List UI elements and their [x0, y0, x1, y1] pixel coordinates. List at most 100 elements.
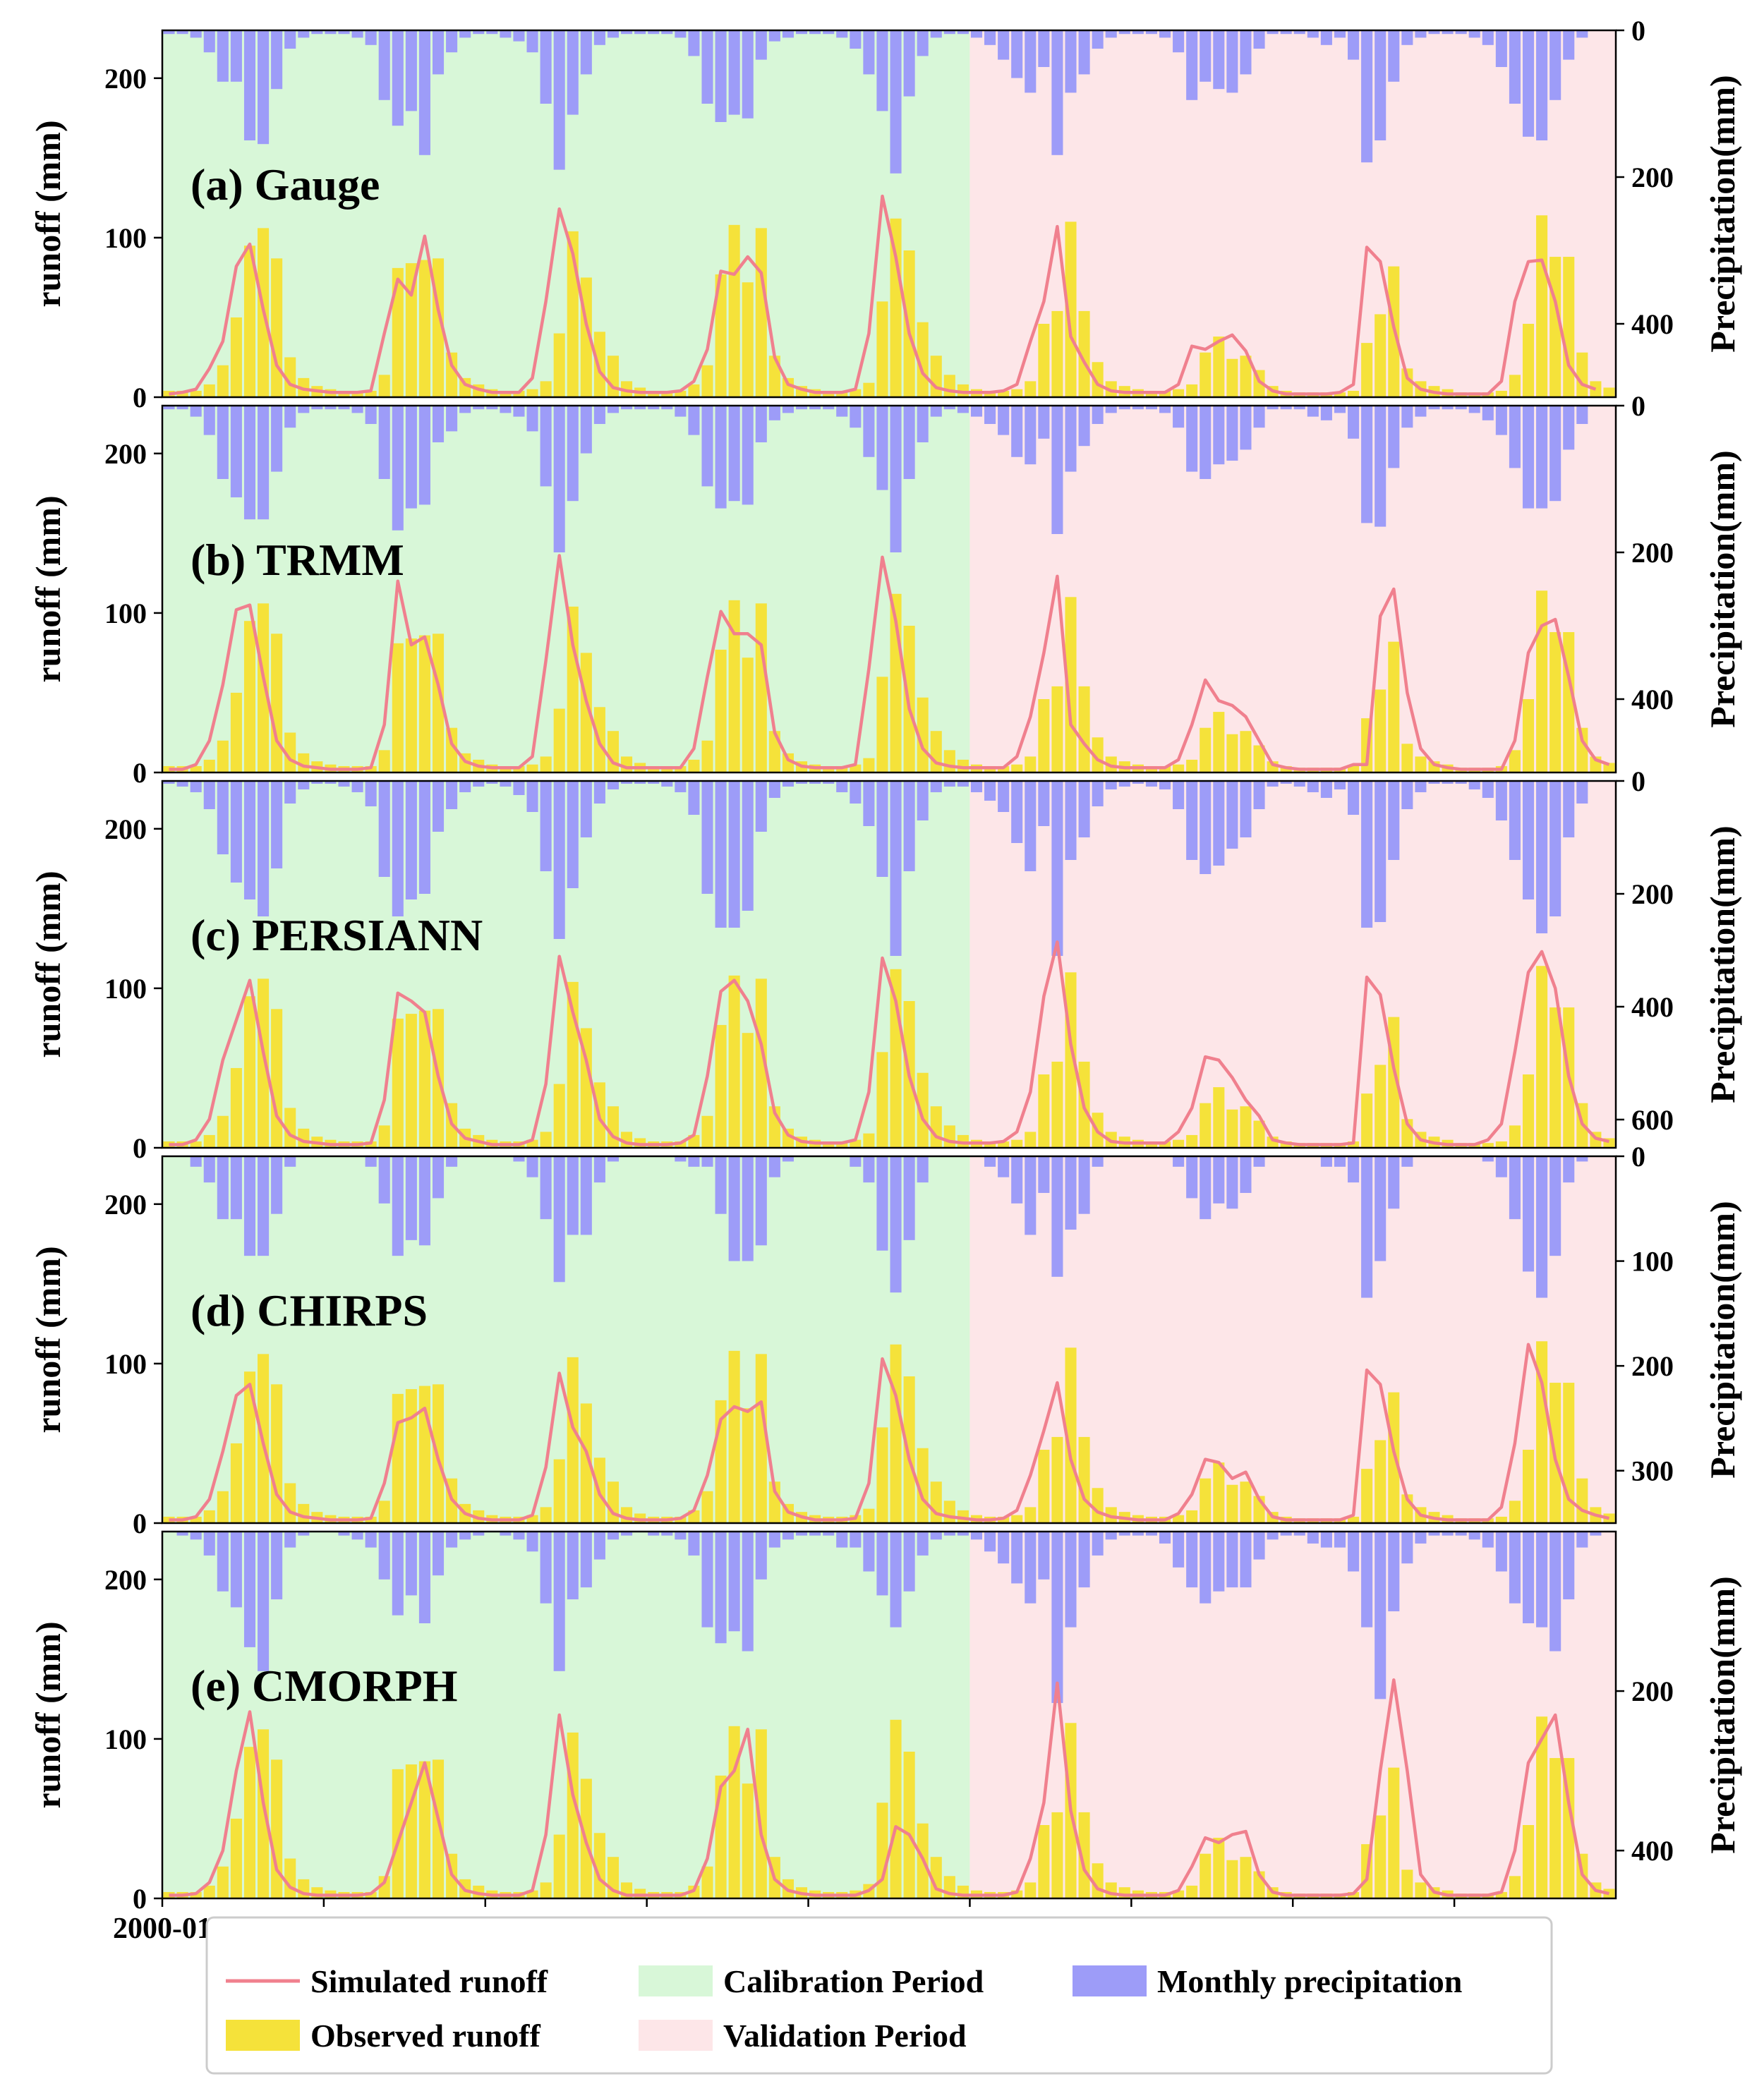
precipitation-bar — [217, 406, 229, 479]
observed-runoff-bar — [1092, 362, 1104, 397]
observed-runoff-bar — [1038, 324, 1050, 397]
precipitation-bar — [890, 1532, 902, 1628]
precipitation-bar — [1200, 781, 1212, 874]
precipitation-bar — [526, 1532, 538, 1552]
precipitation-bar — [1118, 1532, 1130, 1536]
observed-runoff-bar — [943, 1125, 955, 1148]
precipitation-bar — [1132, 406, 1144, 410]
observed-runoff-bar — [526, 1890, 538, 1898]
observed-runoff-bar — [1495, 1141, 1507, 1148]
precipitation-bar — [930, 1532, 942, 1540]
right-tick-label: 200 — [1631, 1675, 1674, 1707]
left-tick-label: 0 — [133, 1132, 147, 1164]
validation-period-background — [969, 406, 1616, 772]
observed-runoff-bar — [984, 1141, 996, 1148]
precipitation-bar — [1200, 1156, 1212, 1220]
observed-runoff-bar — [1173, 1515, 1185, 1523]
observed-runoff-bar — [1011, 764, 1023, 772]
observed-runoff-bar — [190, 1516, 202, 1523]
precipitation-bar — [755, 1156, 767, 1246]
observed-runoff-bar — [553, 1459, 565, 1523]
precipitation-bar — [567, 30, 579, 115]
observed-runoff-bar — [271, 258, 283, 397]
observed-runoff-bar — [1025, 756, 1037, 772]
precipitation-bar — [1240, 406, 1252, 450]
precipitation-bar — [1522, 1532, 1535, 1623]
observed-runoff-bar — [742, 1783, 754, 1898]
precipitation-bar — [1455, 781, 1467, 784]
observed-runoff-bar — [176, 390, 188, 397]
precipitation-bar — [876, 1156, 888, 1251]
precipitation-bar — [338, 781, 350, 787]
observed-runoff-bar — [513, 765, 525, 772]
precipitation-bar — [1495, 406, 1507, 435]
precipitation-bar — [850, 781, 862, 804]
observed-runoff-bar — [1078, 1812, 1090, 1898]
precipitation-bar — [675, 406, 687, 417]
observed-runoff-bar — [1159, 390, 1171, 397]
observed-runoff-bar — [675, 1516, 687, 1523]
precipitation-bar — [1415, 781, 1427, 792]
precipitation-bar — [1038, 406, 1050, 439]
precipitation-bar — [1482, 30, 1494, 45]
precipitation-bar — [1092, 406, 1104, 424]
observed-runoff-bar — [418, 1010, 430, 1148]
observed-runoff-bar — [768, 1481, 780, 1523]
precipitation-bar — [768, 1532, 780, 1548]
precipitation-bar — [1320, 1156, 1332, 1167]
precipitation-bar — [890, 406, 902, 552]
observed-runoff-bar — [1415, 756, 1427, 772]
left-tick-label: 0 — [133, 1883, 147, 1915]
observed-runoff-bar — [701, 1115, 713, 1148]
precipitation-bar — [446, 30, 458, 53]
precipitation-bar — [1388, 781, 1400, 860]
precipitation-bar — [1482, 781, 1494, 798]
calibration-period-background — [162, 30, 970, 397]
precipitation-bar — [970, 406, 983, 417]
precipitation-bar — [1361, 30, 1373, 163]
right-tick-label: 400 — [1631, 308, 1674, 340]
observed-runoff-bar — [863, 1133, 875, 1148]
observed-runoff-bar — [1375, 1065, 1387, 1148]
observed-runoff-bar — [930, 731, 942, 772]
precipitation-bar — [580, 781, 592, 837]
observed-runoff-bar — [863, 758, 875, 772]
right-axis-label: Precipitation(mm) — [1703, 1201, 1742, 1478]
observed-runoff-bar — [782, 377, 794, 397]
calibration-period-background — [162, 406, 970, 772]
observed-runoff-bar — [648, 765, 660, 772]
precipitation-bar — [1186, 1156, 1198, 1199]
precipitation-bar — [1011, 781, 1023, 843]
observed-runoff-bar — [1334, 392, 1346, 397]
precipitation-bar — [378, 781, 390, 877]
precipitation-bar — [1011, 406, 1023, 457]
observed-runoff-bar — [930, 1481, 942, 1523]
precipitation-bar — [311, 30, 323, 35]
precipitation-bar — [648, 781, 660, 784]
observed-runoff-bar — [432, 1759, 445, 1898]
observed-runoff-bar — [540, 381, 552, 397]
observed-runoff-bar — [392, 1769, 404, 1898]
precipitation-bar — [1200, 30, 1212, 82]
observed-runoff-bar — [1361, 1469, 1373, 1523]
precipitation-bar — [1442, 1532, 1454, 1536]
left-axis-label: runoff (mm) — [28, 495, 68, 682]
precipitation-bar — [1576, 1156, 1588, 1162]
observed-runoff-bar — [271, 1759, 283, 1898]
legend-validation-label: Validation Period — [723, 2018, 967, 2054]
precipitation-bar — [1025, 406, 1037, 465]
observed-runoff-bar — [230, 692, 242, 772]
precipitation-bar — [1173, 781, 1185, 809]
precipitation-bar — [1455, 406, 1467, 410]
precipitation-bar — [890, 30, 902, 174]
precipitation-bar — [903, 1156, 915, 1240]
precipitation-bar — [1173, 30, 1185, 53]
observed-runoff-bar — [1253, 745, 1265, 772]
precipitation-bar — [365, 781, 377, 806]
precipitation-bar — [701, 30, 713, 104]
precipitation-bar — [1495, 1532, 1507, 1572]
panel-frame — [161, 404, 1617, 774]
precipitation-bar — [230, 1156, 242, 1220]
observed-runoff-bar — [258, 1729, 270, 1898]
observed-runoff-bar — [850, 764, 862, 772]
